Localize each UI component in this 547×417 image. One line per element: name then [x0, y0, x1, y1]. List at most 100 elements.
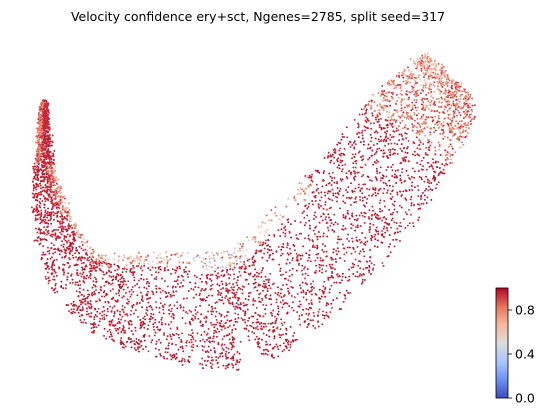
cell-point [351, 215, 354, 218]
cell-point [465, 126, 467, 129]
cell-point [386, 126, 389, 129]
cell-point [118, 326, 121, 329]
cell-point [190, 341, 193, 344]
cell-point [280, 248, 283, 251]
cell-point [193, 274, 196, 277]
cell-point [53, 184, 56, 187]
cell-point [160, 260, 163, 263]
cell-point [414, 93, 417, 96]
cell-point [316, 246, 319, 249]
cell-point [412, 89, 415, 92]
cell-point [117, 317, 120, 320]
cell-point [68, 310, 70, 313]
cell-point [98, 262, 101, 265]
cell-point [200, 289, 203, 292]
cell-point [382, 99, 384, 102]
cell-point [369, 228, 372, 231]
cell-point [309, 224, 311, 227]
cell-point [442, 92, 445, 95]
cell-point [100, 289, 103, 292]
cell-point [359, 250, 362, 253]
cell-point [266, 244, 269, 247]
cell-point [404, 226, 407, 229]
cell-point [129, 313, 132, 316]
cell-point [261, 269, 264, 272]
cell-point [314, 226, 317, 229]
cell-point [411, 106, 414, 109]
cell-point [118, 290, 121, 293]
cell-point [36, 203, 39, 206]
cell-point [314, 259, 317, 262]
cell-point [155, 285, 158, 288]
cell-point [126, 314, 129, 317]
cell-point [213, 340, 216, 343]
cell-point [310, 319, 313, 322]
cell-point [89, 261, 92, 264]
cell-point [434, 187, 437, 190]
cell-point [225, 346, 228, 349]
cell-point [445, 153, 448, 156]
cell-point [398, 204, 401, 207]
cell-point [264, 322, 267, 325]
cell-point [111, 282, 114, 285]
cell-point [133, 347, 136, 350]
cell-point [241, 245, 243, 248]
cell-point [48, 183, 51, 186]
cell-point [287, 287, 289, 290]
cell-point [438, 120, 441, 123]
cell-point [147, 290, 149, 293]
cell-point [35, 188, 38, 191]
cell-point [47, 121, 49, 124]
cell-point [53, 278, 56, 281]
cell-point [470, 123, 472, 125]
cell-point [150, 341, 153, 344]
cell-point [376, 170, 378, 173]
cell-point [144, 345, 147, 348]
cell-point [84, 303, 87, 306]
cell-point [47, 152, 50, 154]
cell-point [359, 224, 362, 227]
cell-point [234, 320, 237, 323]
cell-point [275, 301, 278, 304]
cell-point [455, 84, 458, 87]
cell-point [35, 158, 38, 161]
cell-point [429, 133, 432, 136]
cell-point [34, 217, 37, 220]
cell-point [336, 192, 339, 194]
cell-point [78, 287, 81, 290]
cell-point [116, 309, 119, 312]
cell-point [392, 211, 395, 214]
cell-point [45, 278, 48, 280]
cell-point [325, 216, 328, 219]
cell-point [443, 135, 446, 138]
cell-point [421, 99, 423, 102]
cell-point [429, 144, 432, 147]
cell-point [210, 310, 213, 313]
cell-point [336, 200, 338, 203]
cell-point [392, 81, 394, 84]
cell-point [258, 250, 261, 253]
cell-point [428, 85, 431, 88]
cell-point [268, 335, 271, 338]
cell-point [373, 245, 376, 248]
cell-point [113, 315, 115, 318]
cell-point [120, 343, 123, 346]
cell-point [66, 229, 69, 231]
cell-point [442, 137, 445, 140]
cell-point [117, 259, 120, 262]
cell-point [59, 191, 62, 194]
cell-point [455, 137, 458, 140]
cell-point [310, 184, 313, 187]
cell-point [422, 86, 425, 89]
cell-point [87, 313, 90, 315]
cell-point [430, 95, 433, 98]
cell-point [417, 170, 420, 172]
cell-point [377, 120, 380, 123]
cell-point [301, 264, 304, 267]
cell-point [308, 256, 311, 259]
cell-point [386, 155, 389, 157]
cell-point [424, 118, 427, 121]
cell-point [238, 270, 241, 273]
cell-point [62, 269, 65, 272]
cell-point [382, 235, 385, 238]
